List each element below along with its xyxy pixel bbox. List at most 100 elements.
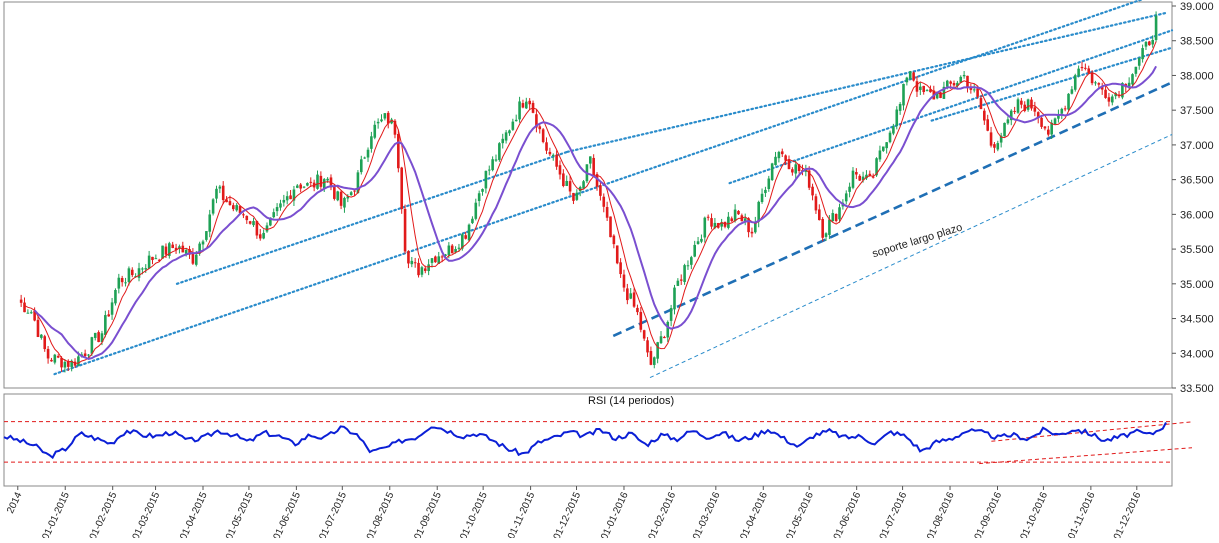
candle-body <box>1036 112 1040 118</box>
candle-body <box>151 256 154 261</box>
candle-body <box>1100 85 1104 90</box>
candle-body <box>141 268 144 270</box>
candle-body <box>437 256 441 264</box>
candle-body <box>612 235 616 245</box>
candle-body <box>26 312 30 314</box>
candle-body <box>232 205 235 210</box>
candle-body <box>1013 110 1016 112</box>
candle-body <box>289 195 292 200</box>
candle-body <box>568 181 572 192</box>
candle-body <box>467 224 471 241</box>
candle-body <box>494 159 498 161</box>
candle-body <box>814 196 818 211</box>
candle-body <box>818 209 821 221</box>
candle-body <box>619 262 622 275</box>
trendline <box>728 29 1174 185</box>
candle-body <box>1148 41 1151 46</box>
candle-body <box>925 90 929 92</box>
candle-body <box>905 77 909 83</box>
x-tick-label: 01-01-2016 <box>599 490 631 538</box>
candle-body <box>1134 66 1138 74</box>
candle-body <box>999 135 1003 143</box>
candle-body <box>834 213 838 222</box>
candle-body <box>174 247 178 251</box>
candles-layer <box>19 11 1158 373</box>
candle-body <box>605 207 609 218</box>
candle-body <box>760 193 764 203</box>
trendline <box>612 81 1173 338</box>
candle-body <box>370 136 373 149</box>
candle-body <box>548 151 552 155</box>
candle-body <box>1016 99 1020 113</box>
ma-slow-line <box>33 65 1157 360</box>
x-tick-label: 01-03-2016 <box>691 490 723 538</box>
candle-body <box>649 351 653 365</box>
candle-body <box>558 165 562 175</box>
candle-body <box>1107 97 1111 102</box>
candle-body <box>727 216 730 228</box>
candle-body <box>881 146 885 151</box>
candle-body <box>275 207 279 212</box>
candle-body <box>713 222 717 228</box>
candle-body <box>535 114 538 128</box>
date-x-axis: 2014 01-01-2015 01-02-2015 01-03-2015 01-04-… <box>5 486 1144 542</box>
candle-body <box>626 288 629 301</box>
candle-body <box>868 173 872 176</box>
candle-body <box>225 199 228 203</box>
y-tick-label: 38.500 <box>1180 36 1214 48</box>
candle-body <box>774 156 777 165</box>
candle-body <box>646 340 649 353</box>
candle-body <box>949 81 952 84</box>
candle-body <box>390 119 393 124</box>
candle-body <box>804 168 808 172</box>
candle-body <box>417 262 420 276</box>
candle-body <box>652 357 656 365</box>
support-annotation: soporte largo plazo <box>871 221 964 260</box>
candle-body <box>120 278 124 283</box>
candle-body <box>538 126 542 130</box>
candle-body <box>666 321 670 338</box>
candle-body <box>669 308 673 321</box>
candle-body <box>228 201 232 206</box>
candle-body <box>690 257 693 265</box>
candle-body <box>528 100 531 105</box>
candle-body <box>457 247 461 249</box>
candle-body <box>127 268 131 283</box>
candle-body <box>255 221 259 236</box>
candle-body <box>562 173 565 186</box>
candle-body <box>1127 82 1131 87</box>
x-tick-label: 01-08-2016 <box>925 490 957 538</box>
candle-body <box>346 196 350 199</box>
candle-body <box>861 176 865 181</box>
candle-body <box>104 315 107 335</box>
price-panel <box>3 1 1173 389</box>
rsi-trendline-upper <box>991 421 1193 442</box>
candle-body <box>794 164 798 174</box>
candle-body <box>908 71 912 79</box>
candle-body <box>306 183 309 186</box>
candle-body <box>194 254 198 265</box>
candle-body <box>393 120 397 135</box>
candle-body <box>208 214 212 232</box>
x-tick-label: 01-12-2015 <box>552 490 584 538</box>
candle-body <box>791 169 794 173</box>
candle-body <box>269 217 272 226</box>
rsi-frame-border <box>3 393 1173 487</box>
y-tick-label: 39.000 <box>1180 1 1214 13</box>
x-tick-label: 01-09-2015 <box>412 490 444 538</box>
candle-body <box>1141 48 1144 60</box>
x-tick-label: 01-07-2015 <box>317 490 349 538</box>
candle-body <box>93 332 97 338</box>
candle-body <box>858 175 862 181</box>
candle-body <box>221 185 225 201</box>
candle-body <box>807 170 811 188</box>
candle-body <box>875 158 878 176</box>
x-tick-label: 01-10-2016 <box>1019 490 1051 538</box>
candle-body <box>1094 82 1097 84</box>
candle-body <box>285 196 289 201</box>
x-tick-label: 01-04-2016 <box>738 490 770 538</box>
candle-body <box>676 280 680 286</box>
candle-body <box>171 244 174 249</box>
candle-body <box>865 174 868 179</box>
candle-body <box>19 299 23 303</box>
